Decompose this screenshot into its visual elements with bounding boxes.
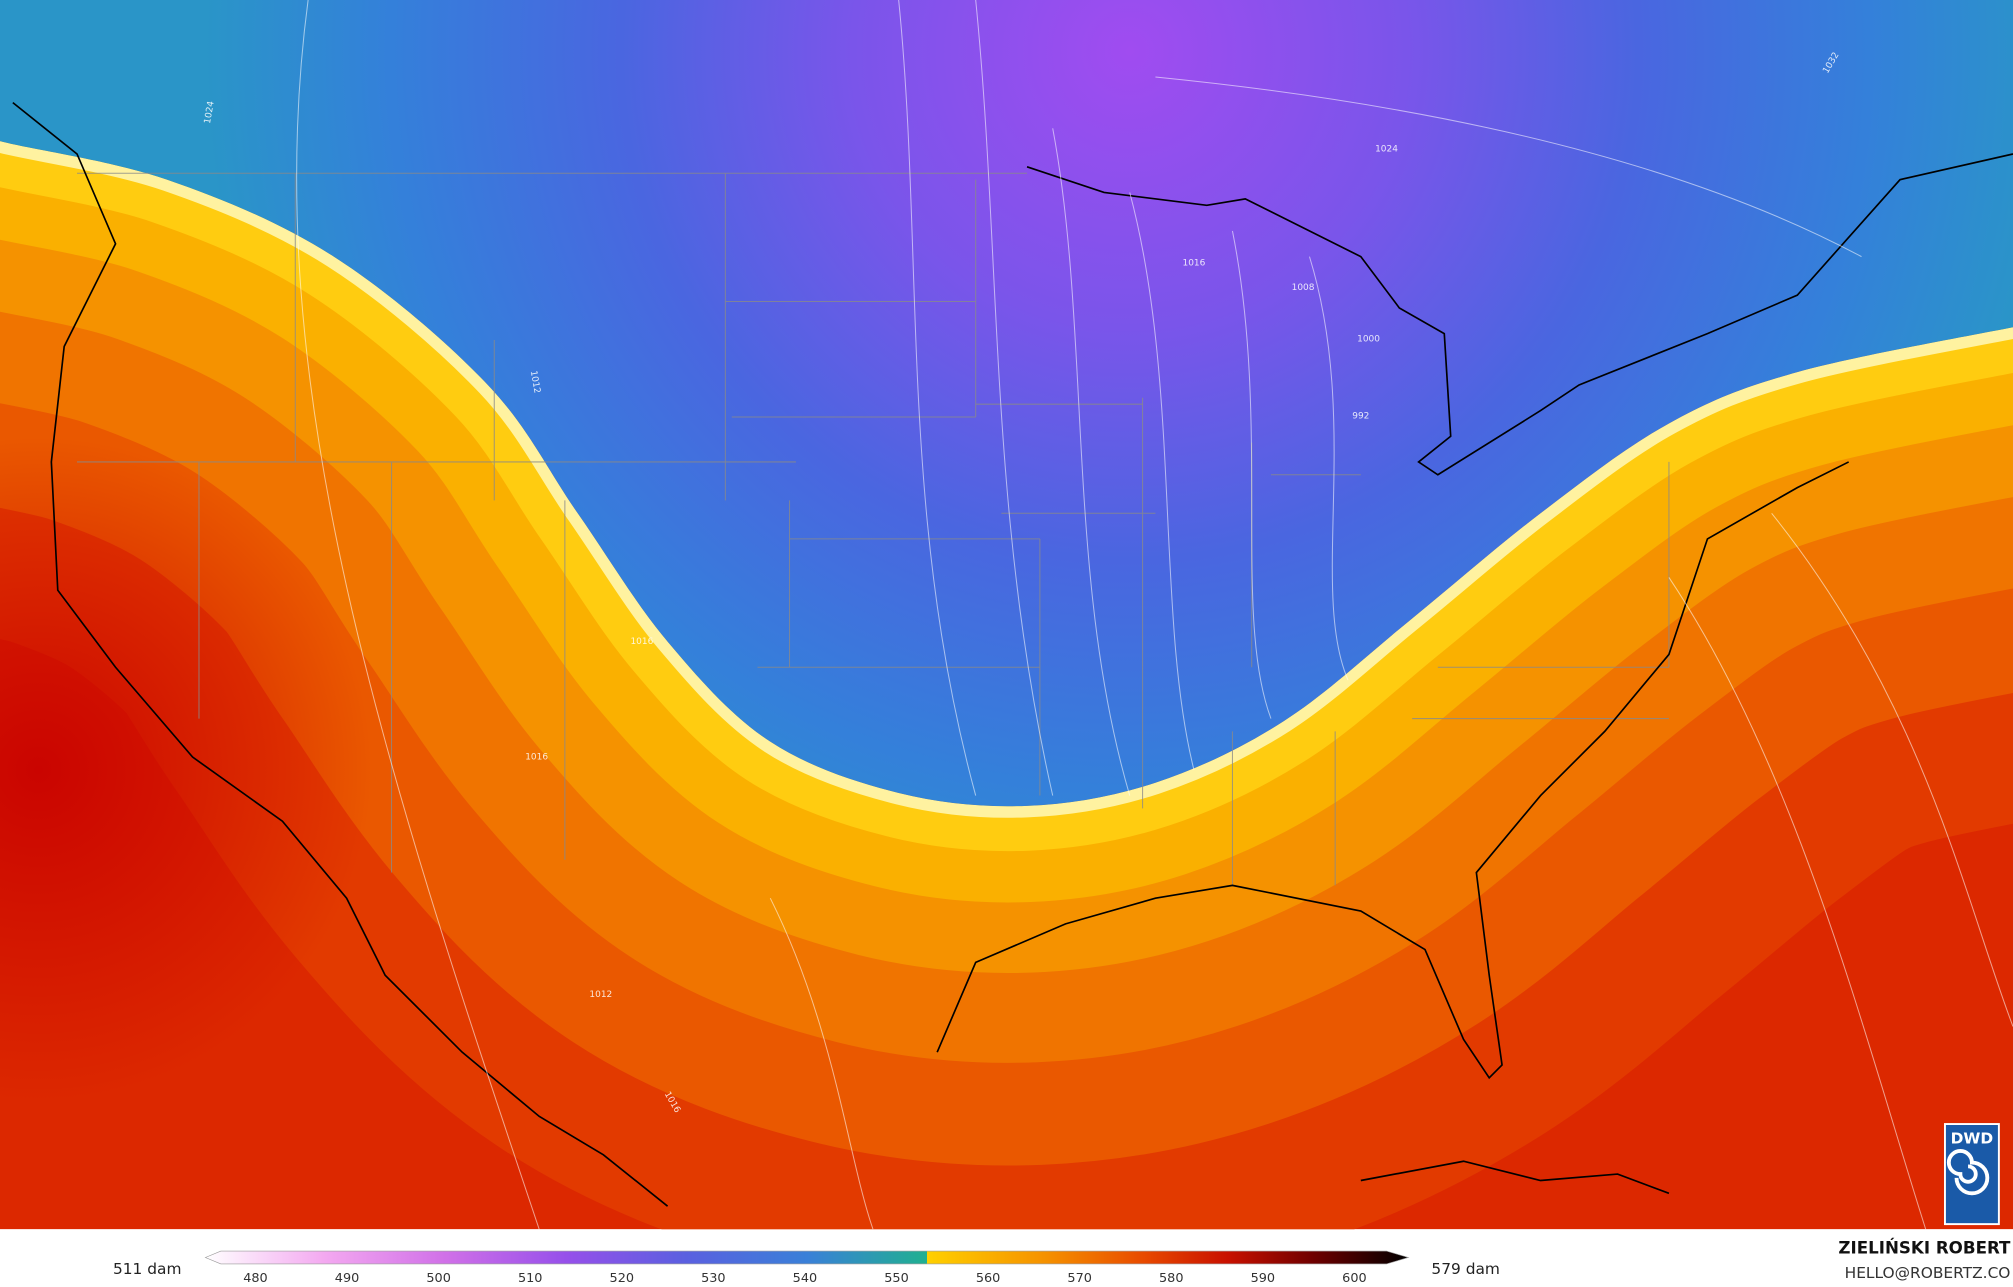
min-label: 511 dam: [113, 1260, 181, 1278]
coastlines: [12, 102, 2013, 1207]
isobar-label: 1016: [525, 753, 548, 763]
colorbar-tick: 550: [884, 1271, 909, 1286]
isobar-label: 1000: [1357, 334, 1380, 344]
credit-author: ZIELIŃSKI ROBERT: [1838, 1239, 2011, 1258]
logo-text: DWD: [1951, 1129, 1994, 1147]
colorbar-tick: 580: [1159, 1271, 1184, 1286]
colorbar-tick: 500: [426, 1271, 451, 1286]
isobar-label: 1012: [528, 370, 542, 394]
colorbar-tick: 490: [335, 1271, 360, 1286]
isobar-label: 1024: [203, 100, 217, 124]
colorbar: [204, 1250, 1410, 1265]
colorbar-tick: 600: [1342, 1271, 1367, 1286]
borders: [77, 172, 1670, 886]
isobar-label: 1008: [1292, 283, 1315, 293]
colorbar-tick: 510: [518, 1271, 543, 1286]
isobar-label: 1016: [1183, 259, 1206, 269]
colorbar-ticks: 480 490 500 510 520 530 540 550 560 570 580 590 600: [243, 1271, 1366, 1286]
colorbar-tick: 590: [1251, 1271, 1276, 1286]
isobar-label: 1016: [630, 637, 653, 647]
colorbar-tick: 560: [976, 1271, 1001, 1286]
logo-swirl: [1946, 1149, 1990, 1196]
cold-region: [0, 0, 2013, 807]
isobar-label: 992: [1352, 411, 1369, 421]
colorbar-tick: 570: [1067, 1271, 1092, 1286]
legend: 511 dam 480 490 500 510 520 530 540 550 560 570 58…: [113, 1239, 2011, 1286]
colorbar-tick: 520: [610, 1271, 635, 1286]
dwd-logo: DWD: [1943, 1123, 2000, 1226]
isobars: [296, 0, 2013, 1230]
colorbar-tick: 480: [243, 1271, 268, 1286]
colorbar-tick: 530: [701, 1271, 726, 1286]
credit-contact: HELLO@ROBERTZ.CO: [1845, 1264, 2011, 1282]
isobar-label: 1024: [1375, 144, 1398, 154]
map-area: 1024102410321016100810009921012101610161…: [0, 0, 2013, 1230]
colorbar-tick: 540: [793, 1271, 818, 1286]
max-label: 579 dam: [1431, 1260, 1499, 1278]
isobar-label: 1012: [589, 990, 612, 1000]
